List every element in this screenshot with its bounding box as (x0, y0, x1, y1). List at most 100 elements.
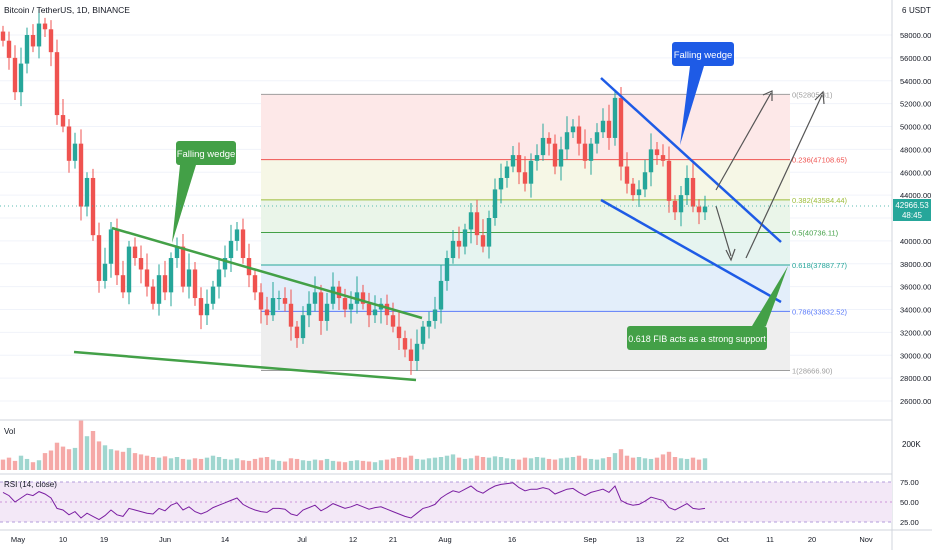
volume-bar[interactable] (54, 442, 60, 470)
volume-bar[interactable] (216, 457, 222, 470)
candle-body[interactable] (450, 240, 456, 259)
candle-body[interactable] (48, 29, 54, 53)
candle-body[interactable] (192, 269, 198, 299)
volume-bar[interactable] (438, 457, 444, 470)
candle-body[interactable] (696, 206, 702, 213)
candle-body[interactable] (18, 63, 24, 93)
candle-body[interactable] (474, 212, 480, 236)
volume-bar[interactable] (384, 459, 390, 470)
candle-body[interactable] (108, 229, 114, 264)
volume-bar[interactable] (576, 455, 582, 470)
volume-bar[interactable] (510, 458, 516, 470)
volume-bar[interactable] (282, 461, 288, 470)
candle-body[interactable] (294, 326, 300, 339)
volume-bar[interactable] (126, 447, 132, 470)
volume-bar[interactable] (48, 450, 54, 471)
candle-body[interactable] (258, 292, 264, 310)
volume-bar[interactable] (252, 458, 258, 470)
candle-body[interactable] (42, 23, 48, 30)
volume-bar[interactable] (18, 455, 24, 470)
volume-bar[interactable] (420, 459, 426, 470)
volume-bar[interactable] (492, 456, 498, 470)
volume-bar[interactable] (396, 457, 402, 470)
candle-body[interactable] (120, 275, 126, 293)
volume-bar[interactable] (660, 454, 666, 470)
volume-bar[interactable] (588, 458, 594, 470)
volume-bar[interactable] (360, 460, 366, 470)
candle-body[interactable] (126, 246, 132, 293)
candle-body[interactable] (438, 280, 444, 310)
candle-body[interactable] (306, 303, 312, 316)
candle-body[interactable] (96, 235, 102, 281)
candle-body[interactable] (66, 126, 72, 161)
candle-body[interactable] (78, 143, 84, 207)
volume-bar[interactable] (336, 461, 342, 470)
volume-bar[interactable] (168, 458, 174, 470)
candle-body[interactable] (588, 143, 594, 161)
volume-bar[interactable] (66, 449, 72, 470)
candle-body[interactable] (198, 298, 204, 316)
candle-body[interactable] (180, 246, 186, 287)
volume-bar[interactable] (522, 457, 528, 470)
candle-body[interactable] (210, 286, 216, 304)
volume-bar[interactable] (228, 459, 234, 470)
symbol-title[interactable]: Bitcoin / TetherUS, 1D, BINANCE (4, 5, 130, 15)
candle-body[interactable] (546, 137, 552, 144)
volume-bar[interactable] (90, 431, 96, 470)
candle-body[interactable] (564, 132, 570, 150)
candle-body[interactable] (336, 286, 342, 299)
volume-bar[interactable] (552, 459, 558, 470)
candle-body[interactable] (342, 298, 348, 310)
volume-bar[interactable] (348, 460, 354, 470)
volume-bar[interactable] (150, 457, 156, 470)
volume-bar[interactable] (138, 454, 144, 470)
green-wedge-upper-line[interactable] (111, 226, 423, 320)
candle-body[interactable] (174, 246, 180, 259)
volume-bar[interactable] (132, 453, 138, 470)
volume-bar[interactable] (594, 459, 600, 470)
candle-body[interactable] (132, 246, 138, 259)
volume-bar[interactable] (468, 458, 474, 470)
candle-body[interactable] (594, 132, 600, 144)
green-wedge-lower-line[interactable] (73, 350, 417, 382)
candle-body[interactable] (480, 235, 486, 247)
candle-body[interactable] (426, 320, 432, 327)
volume-bar[interactable] (192, 458, 198, 470)
candle-body[interactable] (330, 286, 336, 304)
candle-body[interactable] (204, 303, 210, 316)
candle-body[interactable] (54, 52, 60, 116)
volume-bar[interactable] (450, 454, 456, 470)
candle-body[interactable] (318, 292, 324, 321)
volume-bar[interactable] (258, 457, 264, 470)
currency-label[interactable]: USDT (909, 6, 931, 15)
volume-bar[interactable] (294, 458, 300, 470)
volume-bar[interactable] (564, 457, 570, 470)
candle-body[interactable] (486, 218, 492, 247)
volume-bar[interactable] (36, 460, 42, 470)
volume-bar[interactable] (432, 457, 438, 470)
candle-body[interactable] (678, 195, 684, 213)
volume-bar[interactable] (288, 458, 294, 470)
candle-body[interactable] (408, 349, 414, 361)
volume-bar[interactable] (426, 458, 432, 470)
candle-body[interactable] (6, 40, 12, 58)
support-note-callout[interactable]: 0.618 FIB acts as a strong support (627, 266, 788, 350)
volume-bar[interactable] (204, 457, 210, 470)
volume-bar[interactable] (84, 436, 90, 470)
candle-body[interactable] (510, 155, 516, 167)
volume-bar[interactable] (24, 458, 30, 470)
candle-body[interactable] (636, 189, 642, 196)
arrow-up-2[interactable] (745, 94, 823, 259)
candle-body[interactable] (612, 97, 618, 138)
volume-bar[interactable] (558, 458, 564, 470)
candle-body[interactable] (186, 269, 192, 287)
candle-body[interactable] (216, 269, 222, 287)
candle-body[interactable] (0, 31, 6, 41)
volume-bar[interactable] (72, 447, 78, 470)
time-axis[interactable]: May 10 19 Jun 14 Jul 12 21 Aug 16 Sep 13 22 Oct 11 20 No… (11, 535, 873, 544)
candle-body[interactable] (690, 177, 696, 207)
volume-bar[interactable] (474, 455, 480, 470)
volume-bar[interactable] (618, 449, 624, 470)
volume-bar[interactable] (162, 456, 168, 470)
volume-bar[interactable] (60, 446, 66, 470)
